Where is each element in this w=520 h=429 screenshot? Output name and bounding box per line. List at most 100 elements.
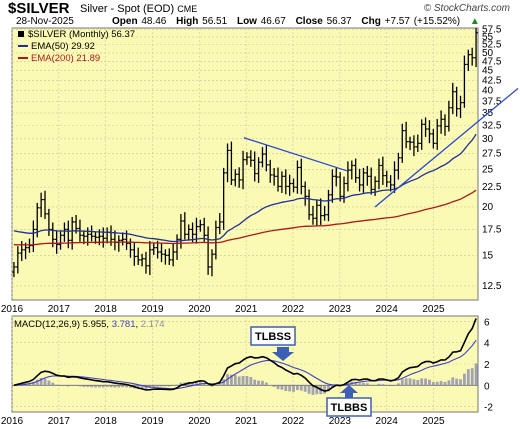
price-y-tick-label: 30 xyxy=(482,134,494,145)
macd-histogram-bar xyxy=(210,385,214,387)
macd-histogram-bar xyxy=(55,384,59,386)
macd-histogram-bar xyxy=(261,380,264,386)
macd-histogram-bar xyxy=(63,385,66,386)
macd-histogram-bar xyxy=(129,385,132,388)
price-y-tick-label: 22.5 xyxy=(482,182,502,193)
macd-x-tick-label: 2021 xyxy=(235,416,258,427)
price-y-tick-label: 17.5 xyxy=(482,224,502,235)
macd-histogram-bar xyxy=(171,385,175,386)
legend-price-text: $SILVER (Monthly) 56.37 xyxy=(28,29,136,40)
chart-symbol: $SILVER xyxy=(8,0,70,17)
macd-histogram-bar xyxy=(362,382,365,386)
legend-price: $SILVER (Monthly) 56.37 xyxy=(18,29,135,40)
macd-histogram-bar xyxy=(280,385,284,390)
macd-histogram-bar xyxy=(311,385,315,395)
macd-histogram-bar xyxy=(47,380,51,386)
price-y-tick-label: 50 xyxy=(482,48,494,59)
price-x-tick-label: 2019 xyxy=(141,304,164,315)
macd-histogram-bar xyxy=(307,385,311,394)
macd-line xyxy=(13,318,477,392)
macd-histogram-bar xyxy=(70,385,74,386)
macd-histogram-bar xyxy=(303,385,307,392)
downtrend-line xyxy=(243,137,348,172)
legend-ema50-text: EMA(50) 29.92 xyxy=(31,41,95,52)
open-label: Open xyxy=(112,16,138,27)
macd-histogram-bar xyxy=(428,379,431,386)
price-x-tick-label: 2023 xyxy=(329,304,352,315)
macd-histogram-bar xyxy=(420,378,424,386)
macd-x-tick-label: 2018 xyxy=(95,416,118,427)
price-y-tick-label: 55 xyxy=(482,32,494,43)
macd-legend-label: MACD(12,26,9) xyxy=(14,319,80,330)
price-y-tick-label: 12.5 xyxy=(482,281,502,292)
macd-histogram-bar xyxy=(369,384,373,386)
macd-x-tick-label: 2025 xyxy=(422,416,445,427)
macd-histogram-bar xyxy=(377,383,381,386)
macd-legend-signal: 3.781 xyxy=(111,319,136,330)
macd-histogram-bar xyxy=(323,385,327,394)
macd-histogram-bar xyxy=(117,385,121,388)
macd-histogram-bar xyxy=(272,385,276,387)
macd-histogram-bar xyxy=(439,381,443,386)
price-x-tick-label: 2021 xyxy=(235,304,258,315)
macd-x-tick-label: 2024 xyxy=(376,416,399,427)
macd-histogram-bar xyxy=(78,385,82,387)
tlbbs-label-text: TLBBS xyxy=(331,402,368,414)
macd-histogram-bar xyxy=(51,382,55,386)
macd-histogram-bar xyxy=(389,385,393,386)
macd-histogram-bar xyxy=(152,385,156,388)
chg-up-arrow-icon: ▲ xyxy=(469,16,480,27)
macd-histogram-bar xyxy=(191,382,194,386)
macd-histogram-bar xyxy=(416,379,420,386)
macd-histogram-bar xyxy=(393,385,396,386)
macd-y-tick-label: 0 xyxy=(484,381,490,392)
macd-histogram-bar xyxy=(268,384,272,386)
macd-histogram-bar xyxy=(249,377,253,386)
macd-histogram-bar xyxy=(237,376,241,386)
macd-histogram-bar xyxy=(179,382,183,386)
macd-histogram-bar xyxy=(385,385,389,386)
macd-y-tick-label: -2 xyxy=(484,403,493,414)
macd-histogram-bar xyxy=(435,381,439,386)
low-label: Low xyxy=(236,16,257,27)
macd-histogram-bar xyxy=(241,375,245,386)
price-y-tick-label: 40 xyxy=(482,85,494,96)
macd-histogram-bar xyxy=(463,373,466,386)
macd-histogram-bar xyxy=(97,385,101,388)
macd-histogram-bar xyxy=(90,385,94,388)
ema50-swatch-icon xyxy=(18,45,28,48)
price-x-tick-label: 2020 xyxy=(188,304,211,315)
macd-histogram-bar xyxy=(381,384,385,386)
macd-histogram-bar xyxy=(404,378,408,386)
macd-histogram-bar xyxy=(253,379,257,386)
macd-histogram-bar xyxy=(113,385,117,388)
macd-legend-macd: 5.955 xyxy=(82,319,107,330)
tlbss-down-arrow-icon xyxy=(272,347,294,361)
macd-x-tick-label: 2022 xyxy=(282,416,305,427)
open-value: 48.46 xyxy=(141,16,167,27)
macd-histogram-bar xyxy=(470,368,474,386)
exchange-label: CME xyxy=(177,4,198,14)
legend-ema200-text: EMA(200) 21.89 xyxy=(31,53,101,64)
macd-x-tick-label: 2016 xyxy=(1,416,24,427)
legend-ema50: EMA(50) 29.92 xyxy=(18,41,95,52)
macd-histogram-bar xyxy=(195,382,198,386)
price-y-tick-label: 45 xyxy=(482,66,494,77)
macd-histogram-bar xyxy=(424,378,427,386)
macd-histogram-bar xyxy=(218,384,222,386)
macd-legend-hist: 2.174 xyxy=(140,319,165,330)
macd-histogram-bar xyxy=(230,374,233,386)
macd-histogram-bar xyxy=(315,385,319,395)
macd-histogram-bar xyxy=(447,380,451,386)
price-x-tick-label: 2016 xyxy=(1,304,24,315)
macd-histogram-bar xyxy=(455,378,459,386)
macd-x-tick-label: 2023 xyxy=(329,416,352,427)
macd-histogram-bar xyxy=(39,378,43,386)
ema200-swatch-icon xyxy=(18,57,28,60)
macd-histogram-bar xyxy=(86,385,90,388)
macd-y-tick-label: 2 xyxy=(484,360,490,371)
ohlc-readout: Open 48.46 High 56.51 Low 46.67 Close 56… xyxy=(112,16,480,27)
tlbss-label-text: TLBSS xyxy=(255,331,291,343)
macd-x-tick-label: 2019 xyxy=(141,416,164,427)
macd-histogram-bar xyxy=(43,378,47,386)
